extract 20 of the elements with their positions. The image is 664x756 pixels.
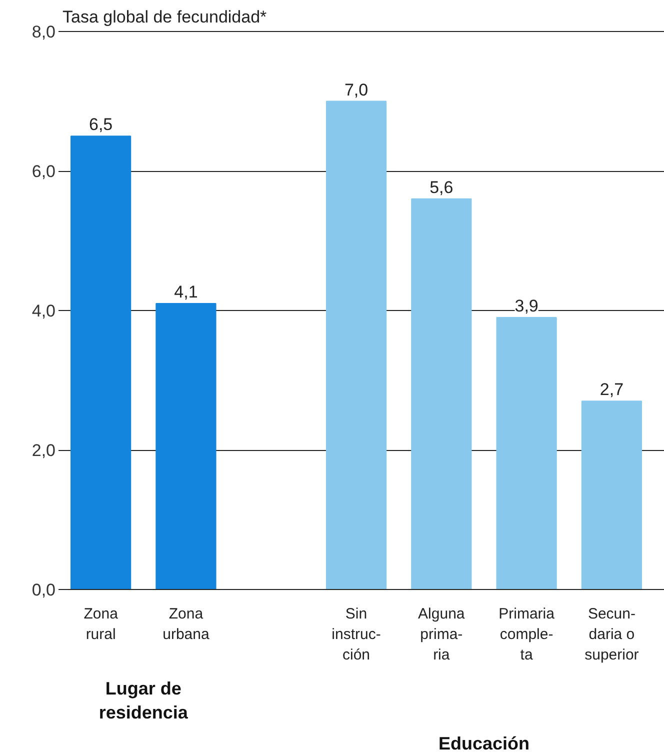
data-label: 7,0 — [344, 80, 368, 100]
y-tick-label: 0,0 — [32, 580, 56, 600]
text: Lugar de residencia — [98, 678, 189, 722]
x-tick-label: Sin instruc- ción — [332, 606, 381, 664]
data-label: 2,7 — [600, 380, 624, 400]
text: Educación — [438, 734, 530, 754]
data-label: 5,6 — [430, 178, 454, 197]
y-tick-label: 2,0 — [32, 441, 56, 460]
y-tick-label: 8,0 — [32, 22, 56, 42]
x-tick-label: Primaria comple- ta — [498, 606, 556, 664]
data-label: 4,1 — [174, 282, 198, 302]
chart-title: Tasa global de fecundidad* — [62, 8, 268, 26]
x-tick-label: Zona rural — [84, 606, 119, 643]
x-tick-label: Alguna prima- ria — [418, 606, 466, 664]
x-tick-label: Zona urbana — [162, 606, 210, 643]
x-tick-label: Secun- daria o superior — [584, 606, 639, 664]
data-label: 6,5 — [89, 115, 113, 134]
y-tick-label: 4,0 — [32, 302, 56, 320]
data-label: 3,9 — [514, 296, 538, 316]
y-tick-label: 6,0 — [32, 162, 56, 181]
